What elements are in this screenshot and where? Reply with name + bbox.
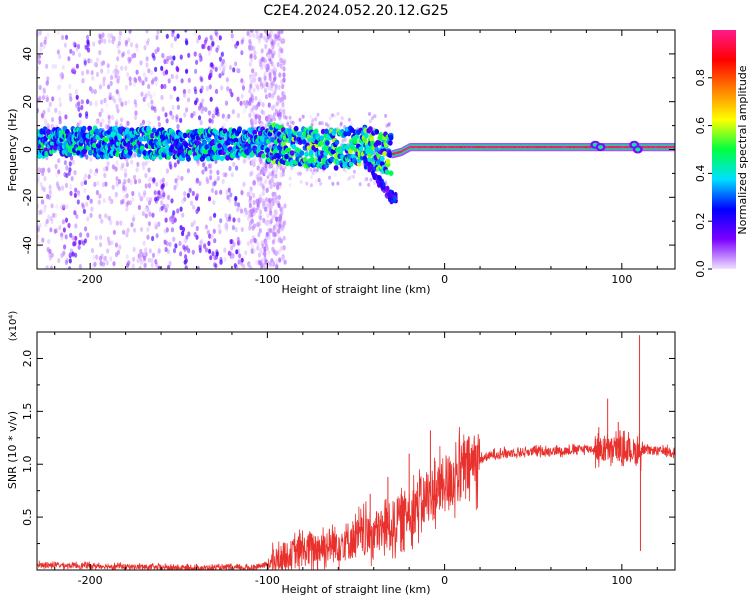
snr-y-label: SNR (10 * v/v) (6, 411, 19, 489)
y-tick-label: 1.5 (21, 403, 34, 421)
snr-y-axis: 0.5 1.0 1.5 2.0 (21, 350, 675, 545)
y-tick-label: 2.0 (21, 350, 34, 368)
x-tick-label: 100 (611, 574, 632, 587)
colorbar-tick-label: 0.8 (694, 69, 707, 87)
y-tick-label: 20 (21, 95, 34, 109)
x-tick-label: -200 (78, 273, 103, 286)
spectrogram-band-layer (37, 122, 675, 205)
y-tick-label: 1.0 (21, 455, 34, 473)
colorbar-axis: 0.0 0.2 0.4 0.6 0.8 (694, 69, 712, 278)
y-tick-label: 40 (21, 47, 34, 61)
colorbar-tick-label: 0.0 (694, 260, 707, 278)
x-tick-label: -100 (255, 273, 280, 286)
x-tick-label: 0 (441, 273, 448, 286)
snr-frame (36, 331, 676, 571)
x-tick-label: 0 (441, 574, 448, 587)
snr-line (37, 426, 675, 570)
spectrogram-x-axis: -200 -100 0 100 (54, 30, 658, 286)
spectrogram-x-label: Height of straight line (km) (281, 283, 430, 296)
figure-title: C2E4.2024.052.20.12.G25 (263, 3, 448, 19)
spectrogram-y-axis: -40 -20 0 20 40 (21, 29, 675, 270)
colorbar: 0.0 0.2 0.4 0.6 0.8 Normalized spectral ampl… (694, 30, 749, 278)
y-tick-label: 0.5 (21, 508, 34, 526)
spectrogram-y-label: Frequency (Hz) (6, 109, 19, 192)
x-tick-label: -200 (78, 574, 103, 587)
snr-x-axis: -200 -100 0 100 (54, 332, 658, 587)
x-tick-label: 100 (611, 273, 632, 286)
y-tick-label: -40 (21, 236, 34, 254)
colorbar-label: Normalized spectral amplitude (736, 65, 749, 234)
snr-y-scale-label: (x10⁴) (8, 311, 19, 342)
snr-x-label: Height of straight line (km) (281, 583, 430, 596)
y-tick-label: 0 (21, 146, 34, 153)
spectrogram-plot-area (37, 30, 675, 269)
colorbar-tick-label: 0.2 (694, 212, 707, 230)
snr-panel: -200 -100 0 100 0.5 1.0 1.5 2.0 Height of stra… (6, 311, 676, 596)
colorbar-gradient (712, 30, 736, 269)
y-tick-label: -20 (21, 188, 34, 206)
x-tick-label: -100 (255, 574, 280, 587)
snr-plot-area (37, 335, 675, 570)
colorbar-tick-label: 0.6 (694, 117, 707, 135)
colorbar-tick-label: 0.4 (694, 165, 707, 183)
